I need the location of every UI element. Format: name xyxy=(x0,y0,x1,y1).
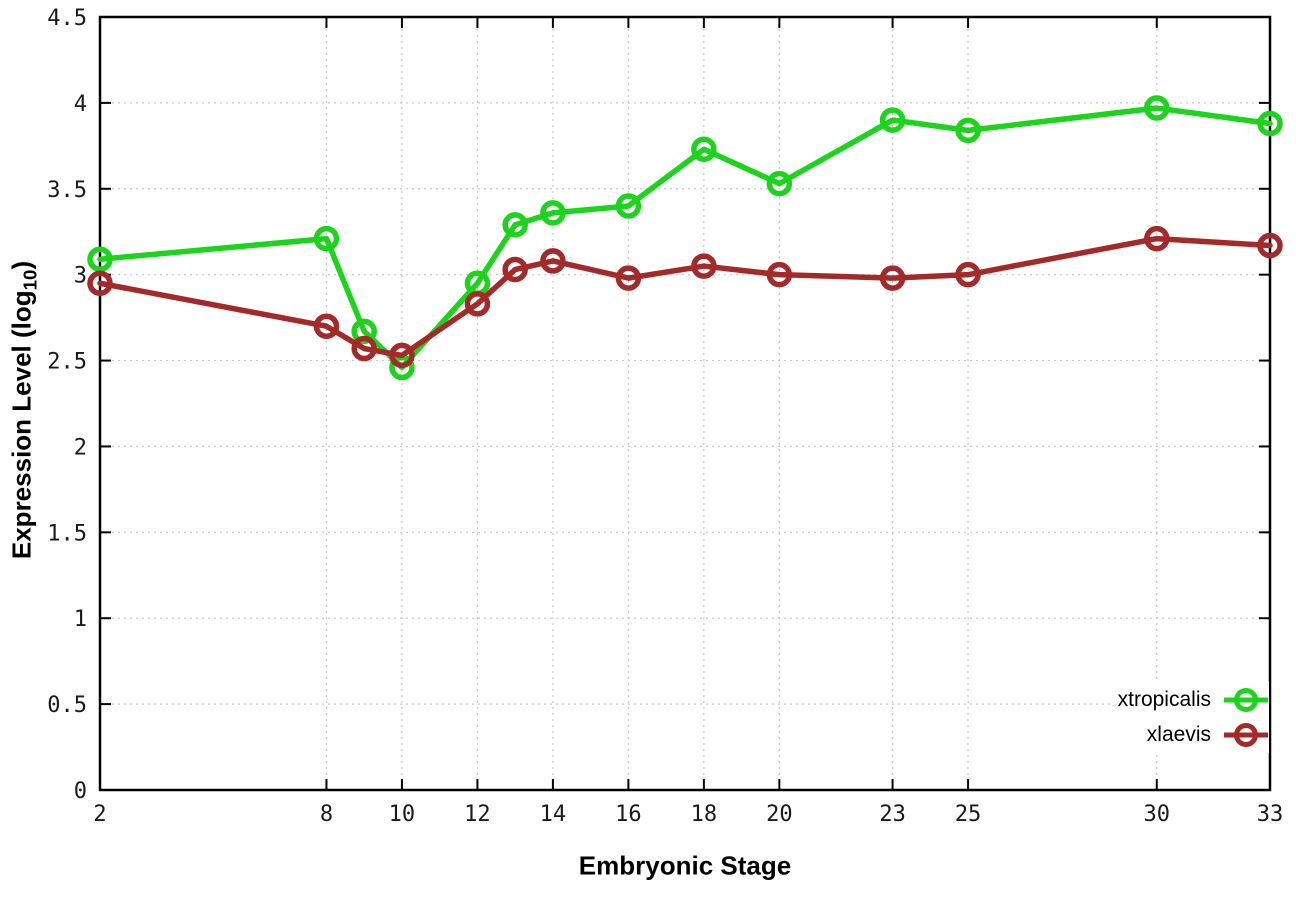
data-point-xlaevis xyxy=(313,313,340,339)
data-point-xlaevis xyxy=(1257,232,1283,259)
series-line-xtropicalis xyxy=(97,105,1273,371)
data-point-xtropicalis xyxy=(540,200,566,226)
legend-label-xlaevis: xlaevis xyxy=(1146,723,1211,746)
y-tick-label: 3.5 xyxy=(47,178,87,203)
data-point-xtropicalis xyxy=(766,170,793,197)
xlaevis-circle-swatch xyxy=(1234,722,1258,747)
data-point-xtropicalis xyxy=(1144,95,1170,121)
data-point-xlaevis xyxy=(955,261,981,288)
y-axis-title-close: ) xyxy=(6,260,37,270)
y-tick-label: 2 xyxy=(74,435,87,460)
y-axis-title-subscript: 10 xyxy=(19,269,41,291)
data-point-xlaevis xyxy=(351,335,377,362)
y-axis-title-main: Expression Level (log xyxy=(6,290,37,560)
data-point-xtropicalis xyxy=(955,117,981,144)
legend-label-xtropicalis: xtropicalis xyxy=(1117,688,1211,711)
data-point-xlaevis xyxy=(766,261,793,288)
y-tick-label: 3 xyxy=(74,264,87,289)
y-tick-label: 0 xyxy=(74,779,87,804)
data-point-xtropicalis xyxy=(502,212,528,238)
x-axis-title: Embryonic Stage xyxy=(578,850,792,881)
data-point-xlaevis xyxy=(615,265,642,291)
data-point-xtropicalis xyxy=(87,246,113,272)
data-point-xtropicalis xyxy=(691,136,717,163)
x-tick-label: 25 xyxy=(955,802,982,827)
data-point-xlaevis xyxy=(879,265,906,291)
x-tick-label: 8 xyxy=(320,802,333,827)
data-point-xtropicalis xyxy=(1257,110,1283,137)
data-point-xlaevis xyxy=(464,291,491,317)
data-point-xtropicalis xyxy=(351,318,377,345)
x-tick-label: 2 xyxy=(93,802,106,827)
x-tick-label: 14 xyxy=(540,802,567,827)
legend: xtropicalis xlaevis xyxy=(1109,681,1269,753)
xlaevis-marker-icon xyxy=(1224,722,1268,748)
x-tick-label: 10 xyxy=(389,802,416,827)
x-tick-label: 30 xyxy=(1144,802,1171,827)
x-tick-label: 20 xyxy=(766,802,793,827)
data-point-xlaevis xyxy=(502,256,528,283)
data-point-xlaevis xyxy=(691,253,717,279)
y-tick-label: 1.5 xyxy=(47,521,87,546)
y-tick-label: 4.5 xyxy=(47,6,87,31)
x-tick-label: 18 xyxy=(691,802,718,827)
data-point-xlaevis xyxy=(389,342,415,369)
xtropicalis-marker-icon xyxy=(1224,687,1268,713)
xtropicalis-circle-swatch xyxy=(1234,687,1258,712)
data-point-xlaevis xyxy=(1144,225,1170,252)
data-point-xtropicalis xyxy=(615,193,642,219)
x-tick-label: 12 xyxy=(464,802,491,827)
legend-item-xtropicalis: xtropicalis xyxy=(1118,683,1268,716)
series-line-xlaevis xyxy=(97,235,1273,359)
data-point-xlaevis xyxy=(87,270,113,297)
legend-item-xlaevis: xlaevis xyxy=(1147,718,1268,751)
y-tick-label: 1 xyxy=(74,607,87,632)
data-point-xlaevis xyxy=(540,248,566,274)
y-tick-label: 2.5 xyxy=(47,350,87,375)
x-tick-label: 33 xyxy=(1257,802,1284,827)
y-tick-label: 4 xyxy=(74,92,87,117)
y-tick-label: 0.5 xyxy=(47,693,87,718)
data-point-xtropicalis xyxy=(879,107,906,133)
data-point-xtropicalis xyxy=(313,225,340,252)
x-tick-label: 23 xyxy=(879,802,906,827)
x-tick-label: 16 xyxy=(615,802,642,827)
y-axis-title: Expression Level (log10) xyxy=(6,260,41,560)
